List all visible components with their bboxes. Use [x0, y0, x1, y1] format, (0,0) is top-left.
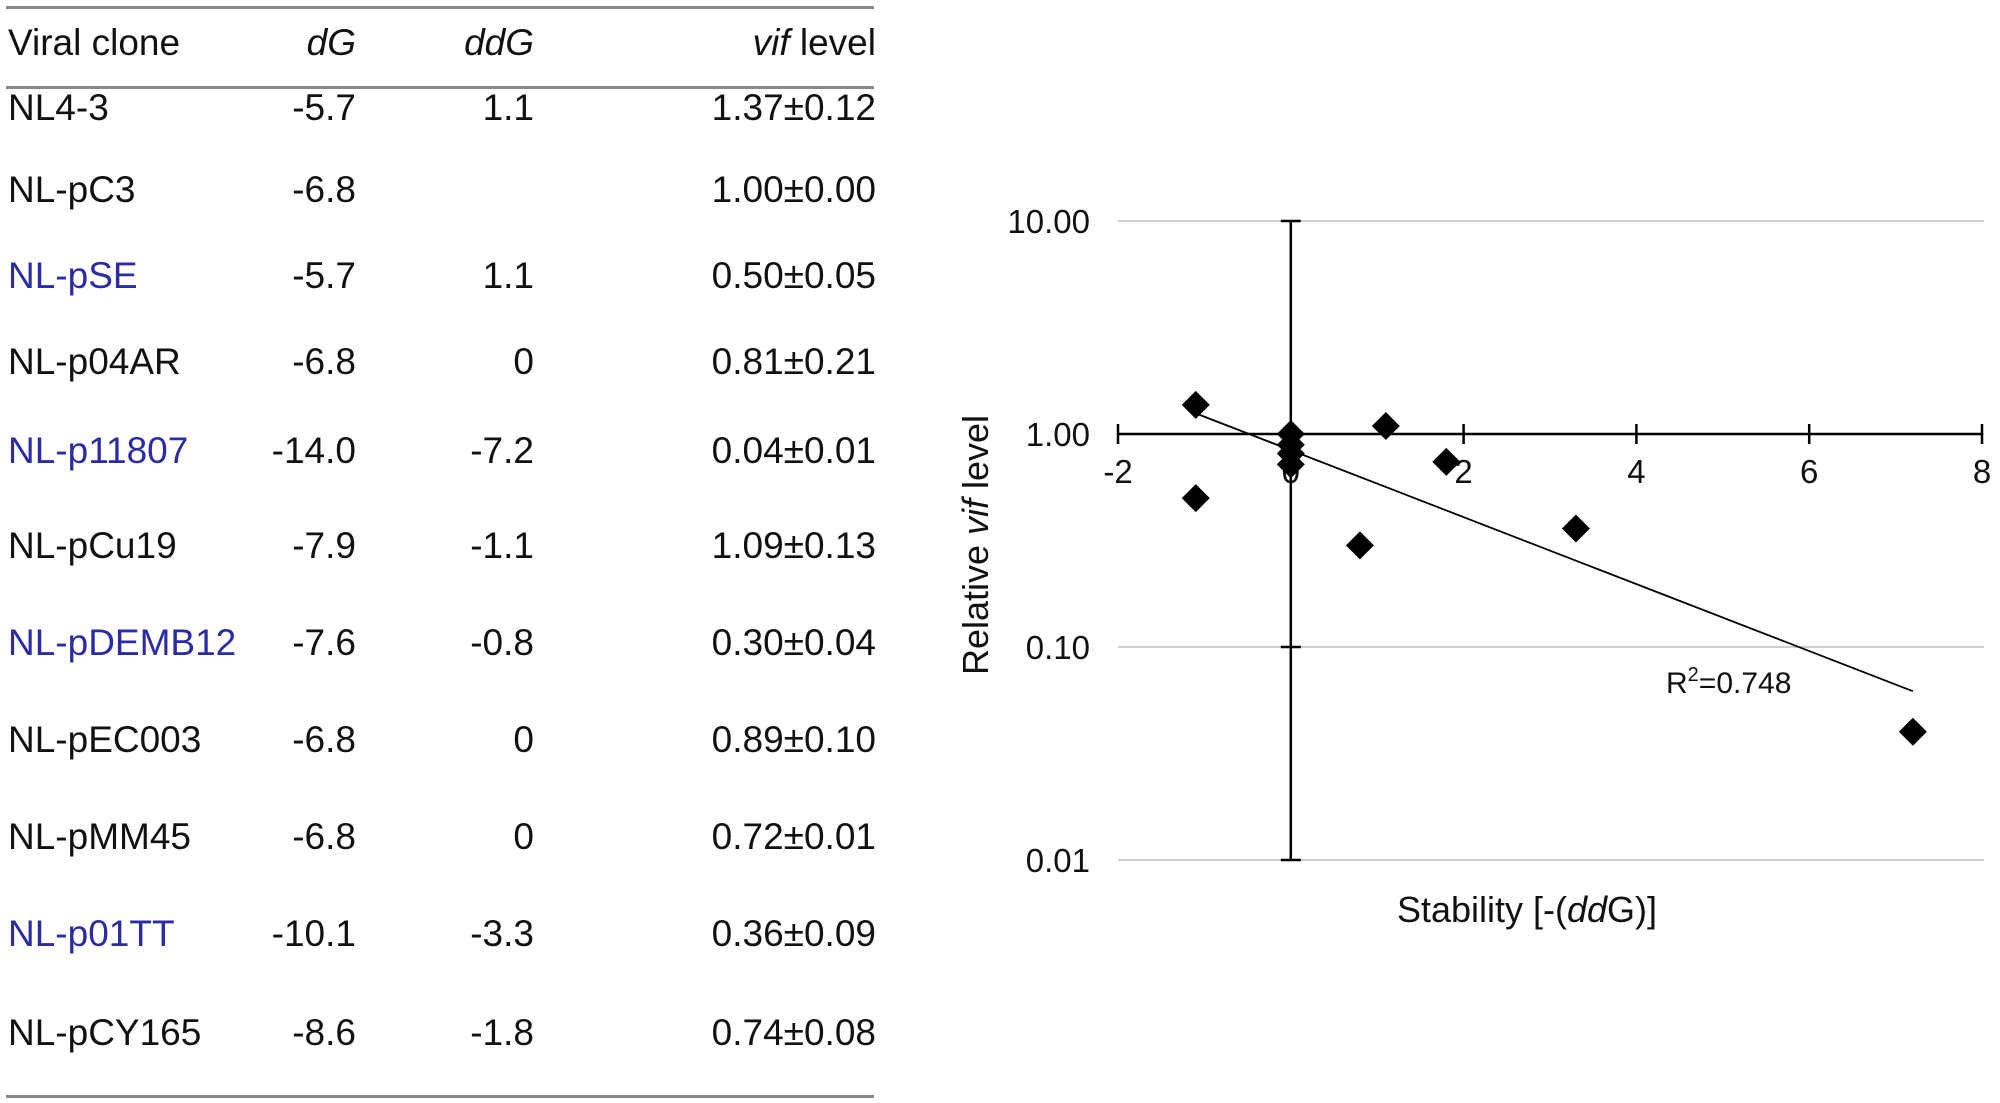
r-squared-value: =0.748 — [1699, 667, 1792, 700]
table-cell-ddg: 1.1 — [482, 255, 534, 296]
data-point-diamond — [1561, 514, 1590, 543]
table-cell-vif: 0.81±0.21 — [711, 341, 876, 382]
x-tick-label: 8 — [1973, 453, 1991, 490]
table-cell-vif: 1.37±0.12 — [711, 87, 876, 128]
table-cell-dg: -5.7 — [292, 87, 356, 128]
y-axis-label-italic: vif — [955, 495, 996, 535]
x-axis-label-suffix: G)] — [1607, 889, 1657, 930]
y-tick-label: 0.01 — [1026, 842, 1090, 879]
table-cell-vif: 1.09±0.13 — [711, 525, 876, 566]
data-point-diamond — [1181, 390, 1210, 419]
r-squared-base: R — [1666, 667, 1688, 700]
table-cell-dg: -7.9 — [292, 525, 356, 566]
table-bottom-rule — [6, 1095, 874, 1098]
x-axis-label: Stability [-(ddG)] — [1397, 889, 1657, 930]
table-cell-ddg: -7.2 — [470, 430, 534, 471]
data-point-diamond — [1181, 484, 1210, 513]
data-point-diamond — [1371, 412, 1400, 441]
table-top-rule — [6, 6, 874, 9]
header-dg: dG — [306, 22, 356, 63]
table-cell-clone: NL-p11807 — [8, 430, 189, 471]
table-cell-vif: 0.74±0.08 — [711, 1012, 876, 1053]
x-tick-label: 2 — [1454, 453, 1472, 490]
table-cell-vif: 0.50±0.05 — [711, 255, 876, 296]
table-cell-dg: -7.6 — [292, 622, 356, 663]
table-cell-ddg: -3.3 — [470, 913, 534, 954]
header-viral-clone: Viral clone — [8, 22, 181, 63]
table-header-rule — [6, 86, 874, 89]
data-point-diamond — [1345, 531, 1374, 560]
table-cell-ddg: 0 — [513, 341, 534, 382]
header-vif-italic: vif — [752, 22, 790, 63]
table-cell-vif: 0.89±0.10 — [711, 719, 876, 760]
y-tick-label: 0.10 — [1026, 629, 1090, 666]
table-cell-vif: 0.04±0.01 — [711, 430, 876, 471]
table-cell-clone: NL4-3 — [8, 87, 109, 128]
table-cell-ddg: -1.8 — [470, 1012, 534, 1053]
y-axis-label-prefix: Relative — [955, 535, 996, 675]
table-cell-clone: NL-p01TT — [8, 913, 175, 954]
table-cell-clone: NL-p04AR — [8, 341, 181, 382]
x-tick-label: 4 — [1627, 453, 1645, 490]
x-tick-label: -2 — [1103, 453, 1132, 490]
table-cell-clone: NL-pDEMB12 — [8, 622, 237, 663]
y-axis-label-suffix: level — [955, 415, 996, 499]
table-cell-clone: NL-pSE — [8, 255, 138, 296]
table-cell-dg: -6.8 — [292, 341, 356, 382]
x-axis-label-italic: dd — [1567, 889, 1608, 930]
data-table: Viral clone dG ddG vif level NL4-3 -5.7 1.… — [6, 0, 880, 1103]
table-cell-clone: NL-pMM45 — [8, 816, 191, 857]
trendline — [1195, 412, 1914, 693]
r-squared-annotation: R2=0.748 — [1666, 664, 1791, 700]
table-cell-clone: NL-pC3 — [8, 169, 136, 210]
y-tick-label: 1.00 — [1026, 416, 1090, 453]
table-cell-ddg: 1.1 — [482, 87, 534, 128]
table-cell-dg: -6.8 — [292, 169, 356, 210]
table-cell-vif: 1.00±0.00 — [711, 169, 876, 210]
table-cell-ddg: 0 — [513, 816, 534, 857]
table-cell-vif: 0.36±0.09 — [711, 913, 876, 954]
table-cell-dg: -10.1 — [271, 913, 356, 954]
x-axis-label-prefix: Stability [-( — [1397, 889, 1567, 930]
data-point-diamond — [1276, 450, 1305, 479]
table-cell-vif: 0.72±0.01 — [711, 816, 876, 857]
header-vif-rest: level — [789, 22, 876, 63]
table-cell-dg: -6.8 — [292, 816, 356, 857]
table-cell-clone: NL-pEC003 — [8, 719, 202, 760]
data-point-diamond — [1898, 717, 1927, 746]
table-cell-ddg: -1.1 — [470, 525, 534, 566]
table-cell-clone: NL-pCu19 — [8, 525, 177, 566]
x-tick-label: 6 — [1800, 453, 1818, 490]
y-tick-label: 10.00 — [1007, 203, 1090, 240]
header-vif-level: vif level — [753, 23, 876, 63]
r-squared-sup: 2 — [1688, 664, 1699, 686]
table-cell-ddg: 0 — [513, 719, 534, 760]
table-cell-ddg: -0.8 — [470, 622, 534, 663]
data-point-diamond — [1432, 447, 1461, 476]
y-axis-label: Relative vif level — [955, 415, 996, 675]
header-ddg: ddG — [464, 22, 534, 63]
table-cell-dg: -14.0 — [271, 430, 356, 471]
table-cell-dg: -6.8 — [292, 719, 356, 760]
table-cell-dg: -8.6 — [292, 1012, 356, 1053]
table-cell-vif: 0.30±0.04 — [711, 622, 876, 663]
table-cell-dg: -5.7 — [292, 255, 356, 296]
table-cell-clone: NL-pCY165 — [8, 1012, 202, 1053]
